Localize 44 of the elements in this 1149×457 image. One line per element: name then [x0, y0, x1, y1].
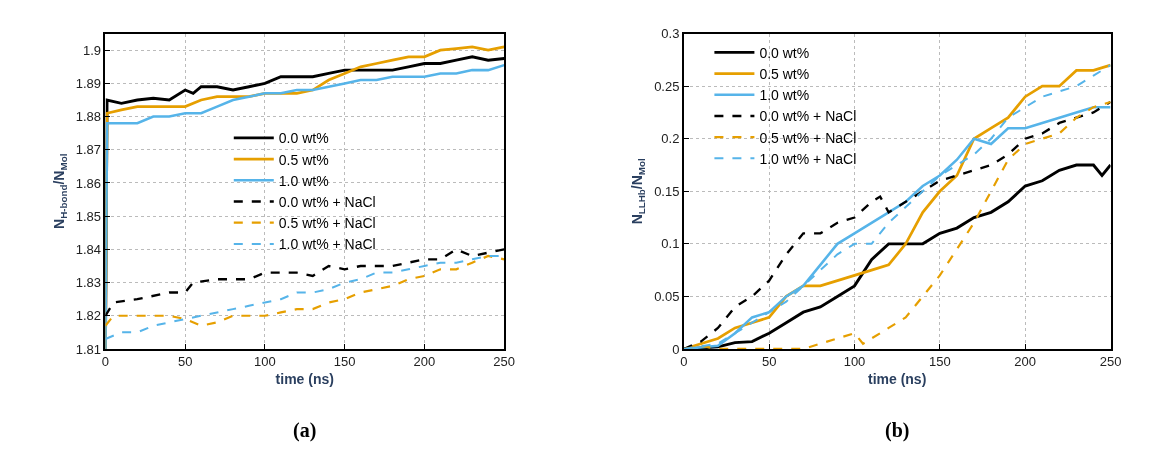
legend-label: 0.0 wt% [278, 130, 329, 147]
y-tick-label: 1.87 [75, 142, 102, 158]
y-tick-label: 1.82 [75, 308, 102, 324]
y-tick-label: 1.83 [75, 275, 102, 291]
legend-label: 1.0 wt% [278, 172, 329, 189]
x-axis-title: time (ns) [275, 371, 334, 388]
legend-label: 1.0 wt% + NaCl [759, 150, 857, 167]
y-tick-label: 0.3 [661, 26, 680, 42]
x-tick-label: 150 [333, 354, 356, 370]
x-tick-label: 50 [761, 354, 777, 370]
y-tick-label: 0.15 [654, 183, 680, 199]
y-tick-label: 1.86 [75, 175, 102, 191]
y-tick-label: 0.25 [654, 78, 680, 94]
x-axis-title: time (ns) [868, 371, 927, 388]
x-tick-label: 50 [177, 354, 193, 370]
y-tick-label: 0.2 [661, 131, 680, 147]
x-tick-label: 250 [493, 354, 515, 370]
legend-label: 1.0 wt% [759, 87, 810, 104]
x-tick-label: 250 [1099, 354, 1122, 370]
y-tick-label: 1.88 [75, 109, 102, 125]
legend-label: 0.5 wt% + NaCl [759, 129, 857, 146]
legend-label: 1.0 wt% + NaCl [278, 236, 376, 253]
y-tick-label: 0.05 [654, 288, 680, 304]
legend-label: 0.5 wt% [759, 66, 810, 83]
y-tick-label: 1.89 [75, 75, 102, 91]
legend-label: 0.5 wt% + NaCl [278, 215, 376, 232]
x-tick-label: 200 [1014, 354, 1037, 370]
text: (a) [293, 419, 317, 442]
y-tick-label: 1.81 [75, 341, 102, 357]
y-tick-label: 0.1 [661, 236, 680, 252]
line-series [105, 254, 505, 327]
y-tick-label: 1.85 [75, 208, 102, 224]
text: (b) [885, 419, 910, 442]
x-tick-label: 100 [843, 354, 866, 370]
legend-label: 0.5 wt% [278, 151, 329, 168]
y-tick-label: 1.84 [75, 241, 102, 257]
y-tick-label: 1.9 [83, 42, 102, 58]
legend-label: 0.0 wt% + NaCl [759, 108, 857, 125]
x-tick-label: 150 [928, 354, 951, 370]
x-tick-label: 100 [254, 354, 276, 370]
legend-label: 0.0 wt% + NaCl [278, 193, 376, 210]
y-tick-label: 0 [672, 341, 680, 357]
x-tick-label: 200 [413, 354, 436, 370]
legend-label: 0.0 wt% [759, 44, 810, 61]
